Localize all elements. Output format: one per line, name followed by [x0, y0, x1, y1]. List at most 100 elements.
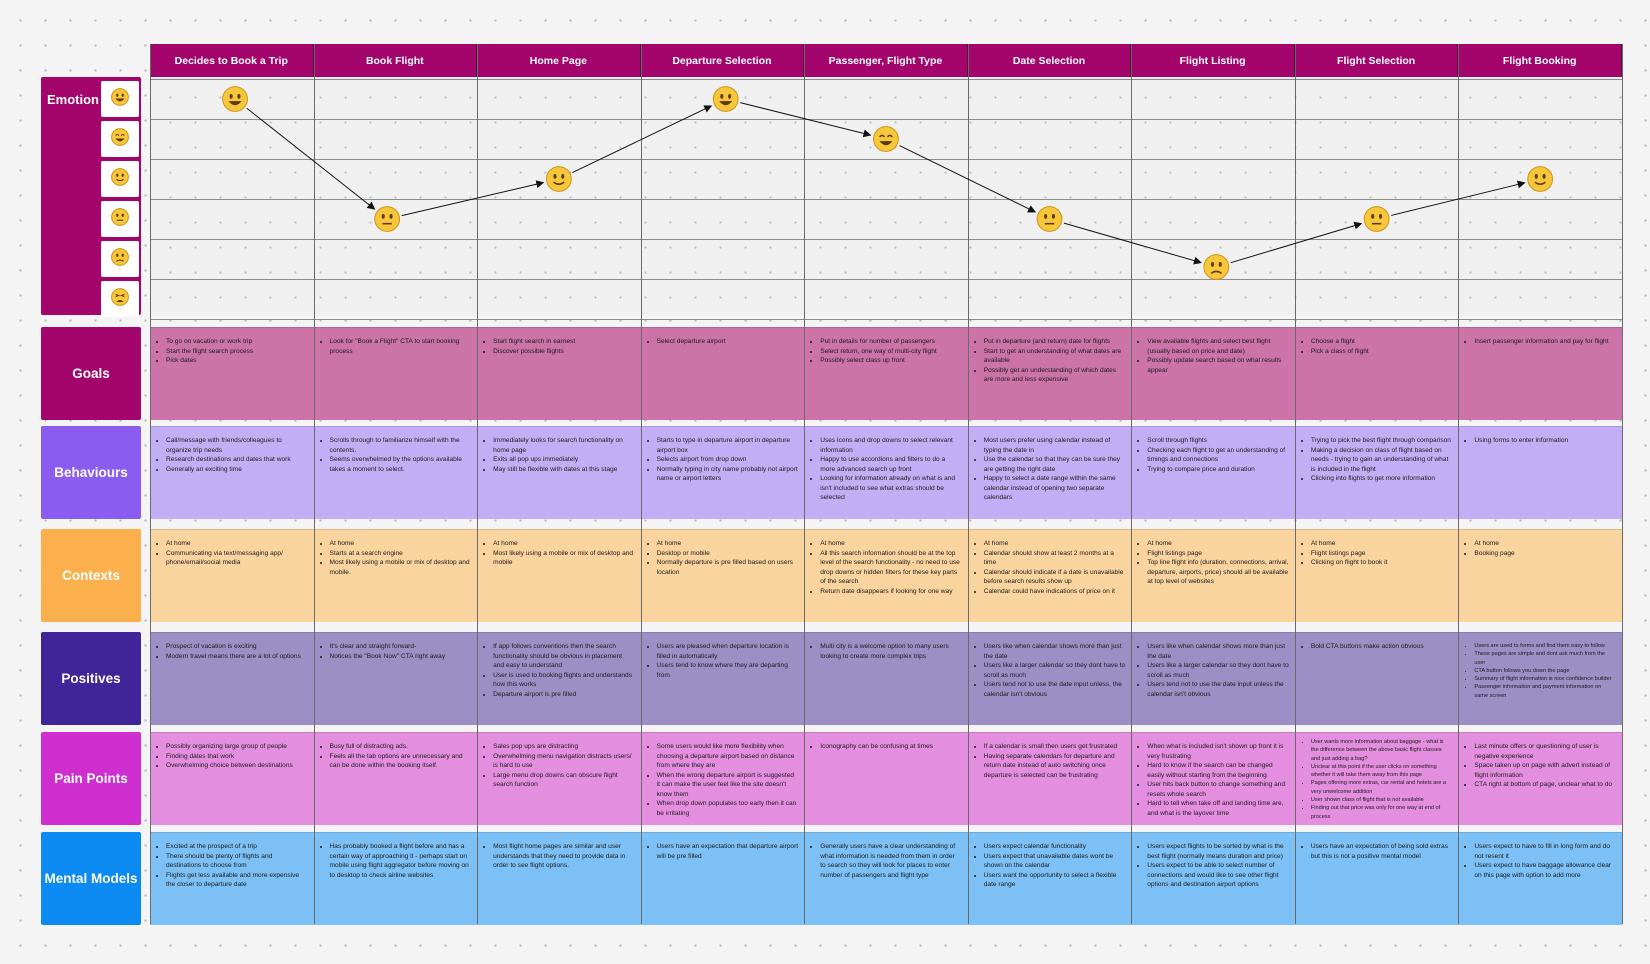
emotion-band — [150, 77, 1622, 315]
bullet-item: Pick a class of flight — [1311, 347, 1453, 357]
bullet-list: Trying to pick the best flight through c… — [1301, 436, 1453, 484]
bullet-item: Choose a flight — [1311, 337, 1453, 347]
bullet-list: If app follows conventions then the sear… — [483, 642, 635, 699]
emotion-gridline — [150, 279, 1622, 280]
bullet-item: Using forms to enter information — [1474, 436, 1616, 446]
neutral-icon — [111, 207, 129, 231]
row-band — [150, 832, 1622, 925]
stage-header[interactable]: Flight Listing — [1131, 44, 1295, 77]
bullet-item: Users expect to have to fill in long for… — [1474, 842, 1616, 861]
bullet-item: Feels all the tab options are unnecessar… — [330, 752, 472, 771]
bullet-list: Excited at the prospect of a tripThere s… — [156, 842, 308, 890]
bullet-item: Users are pleased when departure locatio… — [657, 642, 799, 661]
bullet-item: May still be flexible with dates at this… — [493, 465, 635, 475]
bullet-item: Possibly get an understanding of which d… — [984, 366, 1126, 385]
bullet-item: Discover possible flights — [493, 347, 635, 357]
stage-header[interactable]: Home Page — [477, 44, 641, 77]
bullet-item: Clicking into flights to get more inform… — [1311, 474, 1453, 484]
bullet-item: Use the calendar so that they can be sur… — [984, 455, 1126, 474]
bullet-item: At home — [984, 539, 1126, 549]
stage-header[interactable]: Decides to Book a Trip — [150, 44, 314, 77]
stage-header[interactable]: Flight Selection — [1294, 44, 1459, 77]
bullet-item: Iconography can be confusing at times — [820, 742, 962, 752]
bullet-item: Space taken up on page with advert inste… — [1474, 761, 1616, 780]
bullet-item: User is used to booking flights and unde… — [493, 671, 635, 690]
bullet-item: Calendar should show at least 2 months a… — [984, 549, 1126, 568]
bullet-item: Possibly update search based on what res… — [1147, 356, 1289, 375]
journey-cell: At homeCommunicating via text/messaging … — [150, 529, 314, 622]
stage-header[interactable]: Departure Selection — [640, 44, 805, 77]
bullet-item: Top line flight info (duration, connecti… — [1147, 558, 1289, 587]
bullet-item: Busy full of distracting ads. — [330, 742, 472, 752]
bullet-item: Summary of flight information is nice co… — [1474, 675, 1616, 683]
journey-cell: Users expect calendar functionality Users… — [968, 832, 1132, 925]
bullet-list: Users like when calendar shows more than… — [1137, 642, 1289, 699]
journey-cell: Starts to type in departure airport in d… — [641, 426, 805, 519]
stage-header[interactable]: Date Selection — [967, 44, 1132, 77]
bullet-item: Most likely using a mobile or mix of des… — [330, 558, 472, 577]
stage-header[interactable]: Book Flight — [313, 44, 478, 77]
bullet-item: Users like when calendar shows more than… — [984, 642, 1126, 661]
bullet-item: Flights get less available and more expe… — [166, 871, 308, 890]
slightly-frowning-icon — [111, 247, 129, 271]
journey-cell: At homeFlight listings pageTop line flig… — [1131, 529, 1295, 622]
bullet-item: Users tend not to use the date input unl… — [1147, 680, 1289, 699]
bullet-list: Start flight search in earnestDiscover p… — [483, 337, 635, 356]
bullet-item: Exits all pop ups immediately — [493, 455, 635, 465]
grinning-icon — [111, 127, 129, 151]
bullet-list: At homeFlight listings pageTop line flig… — [1137, 539, 1289, 587]
journey-cell: Immediately looks for search functionali… — [477, 426, 641, 519]
bullet-item: Overwhelming menu navigation distracts u… — [493, 752, 635, 771]
column-divider — [150, 44, 151, 924]
journey-cell: Users expect to have to fill in long for… — [1458, 832, 1622, 925]
emotion-curve-segment — [740, 102, 872, 138]
bullet-item: Users tend to know where they are depart… — [657, 661, 799, 680]
journey-cell: Some users would like more flexibility w… — [641, 732, 805, 825]
journey-cell: When what is included isn't shown up fro… — [1131, 732, 1295, 825]
journey-cell: If app follows conventions then the sear… — [477, 632, 641, 725]
bullet-item: At home — [657, 539, 799, 549]
bullet-item: When the wrong departure airport is sugg… — [657, 771, 799, 800]
journey-cell: Iconography can be confusing at times — [804, 732, 968, 825]
bullet-item: Possibly select class up front — [820, 356, 962, 366]
bullet-list: Users like when calendar shows more than… — [974, 642, 1126, 699]
bullet-item: Checking each flight to get an understan… — [1147, 446, 1289, 465]
journey-cell: At homeMost likely using a mobile or mix… — [477, 529, 641, 622]
row-label-mental-models: Mental Models — [41, 832, 141, 925]
bullet-item: Users expect flights to be sorted by wha… — [1147, 842, 1289, 861]
column-divider — [1131, 44, 1132, 924]
bullet-list: At homeAll this search information shoul… — [810, 539, 962, 596]
bullet-item: Departure airport is pre filled — [493, 690, 635, 700]
bullet-item: Finding dates that work — [166, 752, 308, 762]
journey-cell: At homeStarts at a search engineMost lik… — [314, 529, 478, 622]
bullet-item: Pages offering more extras, car rental a… — [1311, 779, 1453, 796]
bullet-item: CTA button follows you down the page — [1474, 667, 1616, 675]
journey-cell: Scrolls through to familiarize himself w… — [314, 426, 478, 519]
stage-header[interactable]: Passenger, Flight Type — [804, 44, 968, 77]
journey-cell: Trying to pick the best flight through c… — [1295, 426, 1459, 519]
emotion-curve-segment — [401, 180, 545, 217]
bullet-item: Users want the opportunity to select a f… — [984, 871, 1126, 890]
bullet-list: Starts to type in departure airport in d… — [647, 436, 799, 484]
bullet-item: Immediately looks for search functionali… — [493, 436, 635, 455]
emotion-label-text: Emotion — [47, 92, 99, 107]
bullet-item: Large menu drop downs can obscure flight… — [493, 771, 635, 790]
bullet-item: When what is included isn't shown up fro… — [1147, 742, 1289, 761]
stage-header[interactable]: Flight Booking — [1458, 44, 1622, 77]
bullet-list: Possibly organizing large group of peopl… — [156, 742, 308, 771]
bullet-item: Passenger information and payment inform… — [1474, 683, 1616, 700]
column-divider — [641, 44, 642, 924]
journey-cell: Choose a flightPick a class of flight — [1295, 327, 1459, 420]
row-band — [150, 327, 1622, 420]
bullet-item: Making a decision on class of flight bas… — [1311, 446, 1453, 475]
bullet-list: Select departure airport — [647, 337, 799, 347]
bullet-list: At homeFlight listings pageClicking on f… — [1301, 539, 1453, 568]
bullet-item: CTA right at bottom of page, unclear wha… — [1474, 780, 1616, 790]
very-happy-icon — [111, 87, 129, 111]
bullet-item: Users expect calendar functionality — [984, 842, 1126, 852]
bullet-list: Last minute offers or questioning of use… — [1464, 742, 1616, 790]
bullet-list: Put in departure (and return) date for f… — [974, 337, 1126, 385]
bullet-list: Put in details for number of passengersS… — [810, 337, 962, 366]
bullet-list: Call/message with friends/colleagues to … — [156, 436, 308, 474]
